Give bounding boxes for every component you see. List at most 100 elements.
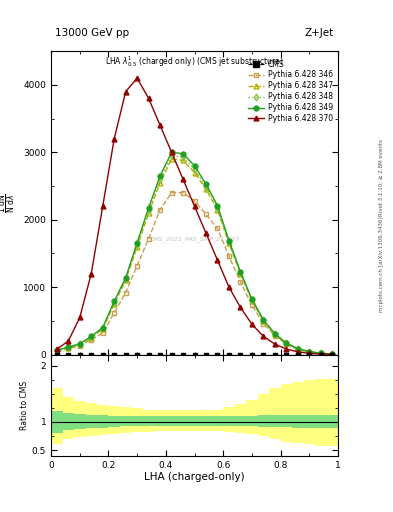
Pythia 6.428 370 xyxy=(261,333,266,339)
Pythia 6.428 348 xyxy=(284,340,289,346)
Pythia 6.428 349 xyxy=(296,346,300,352)
Pythia 6.428 348 xyxy=(250,297,254,303)
Pythia 6.428 347 xyxy=(169,156,174,162)
Pythia 6.428 346 xyxy=(330,351,334,357)
Text: 13000 GeV pp: 13000 GeV pp xyxy=(55,28,129,38)
Pythia 6.428 370 xyxy=(55,346,59,352)
Pythia 6.428 370 xyxy=(307,350,312,356)
Pythia 6.428 348 xyxy=(238,270,243,276)
Y-axis label: $\frac{1}{\mathrm{N}}\frac{\mathrm{d}\mathrm{N}}{\mathrm{d}\lambda}$: $\frac{1}{\mathrm{N}}\frac{\mathrm{d}\ma… xyxy=(0,193,18,213)
Pythia 6.428 349 xyxy=(307,349,312,355)
Pythia 6.428 348 xyxy=(100,325,105,331)
Pythia 6.428 347 xyxy=(100,326,105,332)
Pythia 6.428 348 xyxy=(204,184,208,190)
Pythia 6.428 348 xyxy=(307,349,312,355)
Pythia 6.428 347 xyxy=(77,342,82,348)
Pythia 6.428 348 xyxy=(272,331,277,337)
Pythia 6.428 348 xyxy=(215,204,220,210)
Pythia 6.428 349 xyxy=(112,298,117,304)
Pythia 6.428 347 xyxy=(55,348,59,354)
Text: Z+Jet: Z+Jet xyxy=(305,28,334,38)
Line: Pythia 6.428 349: Pythia 6.428 349 xyxy=(54,150,335,356)
Pythia 6.428 346 xyxy=(55,348,59,354)
Pythia 6.428 348 xyxy=(169,153,174,159)
Pythia 6.428 348 xyxy=(318,350,323,356)
Pythia 6.428 346 xyxy=(296,347,300,353)
Pythia 6.428 349 xyxy=(318,350,323,356)
Pythia 6.428 370 xyxy=(123,89,128,95)
Pythia 6.428 347 xyxy=(330,351,334,357)
Pythia 6.428 346 xyxy=(169,190,174,196)
Pythia 6.428 346 xyxy=(227,253,231,259)
Legend: CMS, Pythia 6.428 346, Pythia 6.428 347, Pythia 6.428 348, Pythia 6.428 349, Pyt: CMS, Pythia 6.428 346, Pythia 6.428 347,… xyxy=(246,58,334,124)
Line: Pythia 6.428 347: Pythia 6.428 347 xyxy=(54,157,335,356)
Pythia 6.428 346 xyxy=(261,321,266,327)
Pythia 6.428 348 xyxy=(123,276,128,282)
Pythia 6.428 370 xyxy=(158,122,162,129)
Text: LHA $\lambda^{1}_{0.5}$ (charged only) (CMS jet substructure): LHA $\lambda^{1}_{0.5}$ (charged only) (… xyxy=(105,54,284,69)
Pythia 6.428 349 xyxy=(204,181,208,187)
Pythia 6.428 347 xyxy=(66,345,71,351)
Pythia 6.428 346 xyxy=(146,236,151,242)
Pythia 6.428 349 xyxy=(215,203,220,209)
Pythia 6.428 347 xyxy=(284,340,289,347)
Pythia 6.428 346 xyxy=(158,206,162,212)
Pythia 6.428 370 xyxy=(135,75,140,81)
Pythia 6.428 370 xyxy=(215,257,220,263)
Pythia 6.428 349 xyxy=(330,351,334,357)
Pythia 6.428 348 xyxy=(261,317,266,324)
Pythia 6.428 370 xyxy=(227,284,231,290)
Text: CMS_2021_PAS_SMP_21_167: CMS_2021_PAS_SMP_21_167 xyxy=(149,237,240,242)
Pythia 6.428 349 xyxy=(89,333,94,339)
Line: Pythia 6.428 348: Pythia 6.428 348 xyxy=(54,153,335,356)
Pythia 6.428 347 xyxy=(261,318,266,324)
Pythia 6.428 346 xyxy=(307,349,312,355)
Pythia 6.428 348 xyxy=(227,239,231,245)
Pythia 6.428 349 xyxy=(284,340,289,346)
Pythia 6.428 349 xyxy=(238,269,243,275)
Pythia 6.428 348 xyxy=(296,346,300,352)
Pythia 6.428 370 xyxy=(318,351,323,357)
Pythia 6.428 346 xyxy=(89,337,94,343)
Pythia 6.428 346 xyxy=(66,346,71,352)
Pythia 6.428 347 xyxy=(272,331,277,337)
Pythia 6.428 370 xyxy=(296,349,300,355)
Pythia 6.428 346 xyxy=(100,330,105,336)
Pythia 6.428 349 xyxy=(66,344,71,350)
Pythia 6.428 349 xyxy=(123,274,128,281)
X-axis label: LHA (charged-only): LHA (charged-only) xyxy=(144,472,245,482)
Pythia 6.428 349 xyxy=(272,331,277,337)
Pythia 6.428 370 xyxy=(181,176,185,182)
Pythia 6.428 346 xyxy=(238,279,243,285)
Pythia 6.428 370 xyxy=(330,351,334,357)
Pythia 6.428 370 xyxy=(66,338,71,344)
Pythia 6.428 348 xyxy=(192,166,197,172)
Pythia 6.428 348 xyxy=(181,154,185,160)
Pythia 6.428 370 xyxy=(100,203,105,209)
Pythia 6.428 349 xyxy=(100,325,105,331)
Pythia 6.428 348 xyxy=(330,351,334,357)
Pythia 6.428 347 xyxy=(135,244,140,250)
Pythia 6.428 349 xyxy=(169,150,174,156)
Pythia 6.428 370 xyxy=(169,150,174,156)
Pythia 6.428 348 xyxy=(55,347,59,353)
Pythia 6.428 370 xyxy=(284,346,289,352)
Pythia 6.428 370 xyxy=(238,304,243,310)
Pythia 6.428 346 xyxy=(77,343,82,349)
Pythia 6.428 370 xyxy=(192,203,197,209)
Pythia 6.428 349 xyxy=(135,240,140,246)
Pythia 6.428 347 xyxy=(238,270,243,276)
Pythia 6.428 347 xyxy=(192,169,197,176)
Pythia 6.428 349 xyxy=(227,238,231,244)
Pythia 6.428 346 xyxy=(318,350,323,356)
Pythia 6.428 348 xyxy=(77,341,82,347)
Pythia 6.428 349 xyxy=(55,347,59,353)
Pythia 6.428 347 xyxy=(215,206,220,212)
Pythia 6.428 347 xyxy=(307,349,312,355)
Pythia 6.428 346 xyxy=(123,289,128,295)
Pythia 6.428 349 xyxy=(192,163,197,169)
Pythia 6.428 370 xyxy=(272,341,277,347)
Pythia 6.428 370 xyxy=(146,95,151,101)
Pythia 6.428 346 xyxy=(204,211,208,218)
Pythia 6.428 349 xyxy=(158,173,162,179)
